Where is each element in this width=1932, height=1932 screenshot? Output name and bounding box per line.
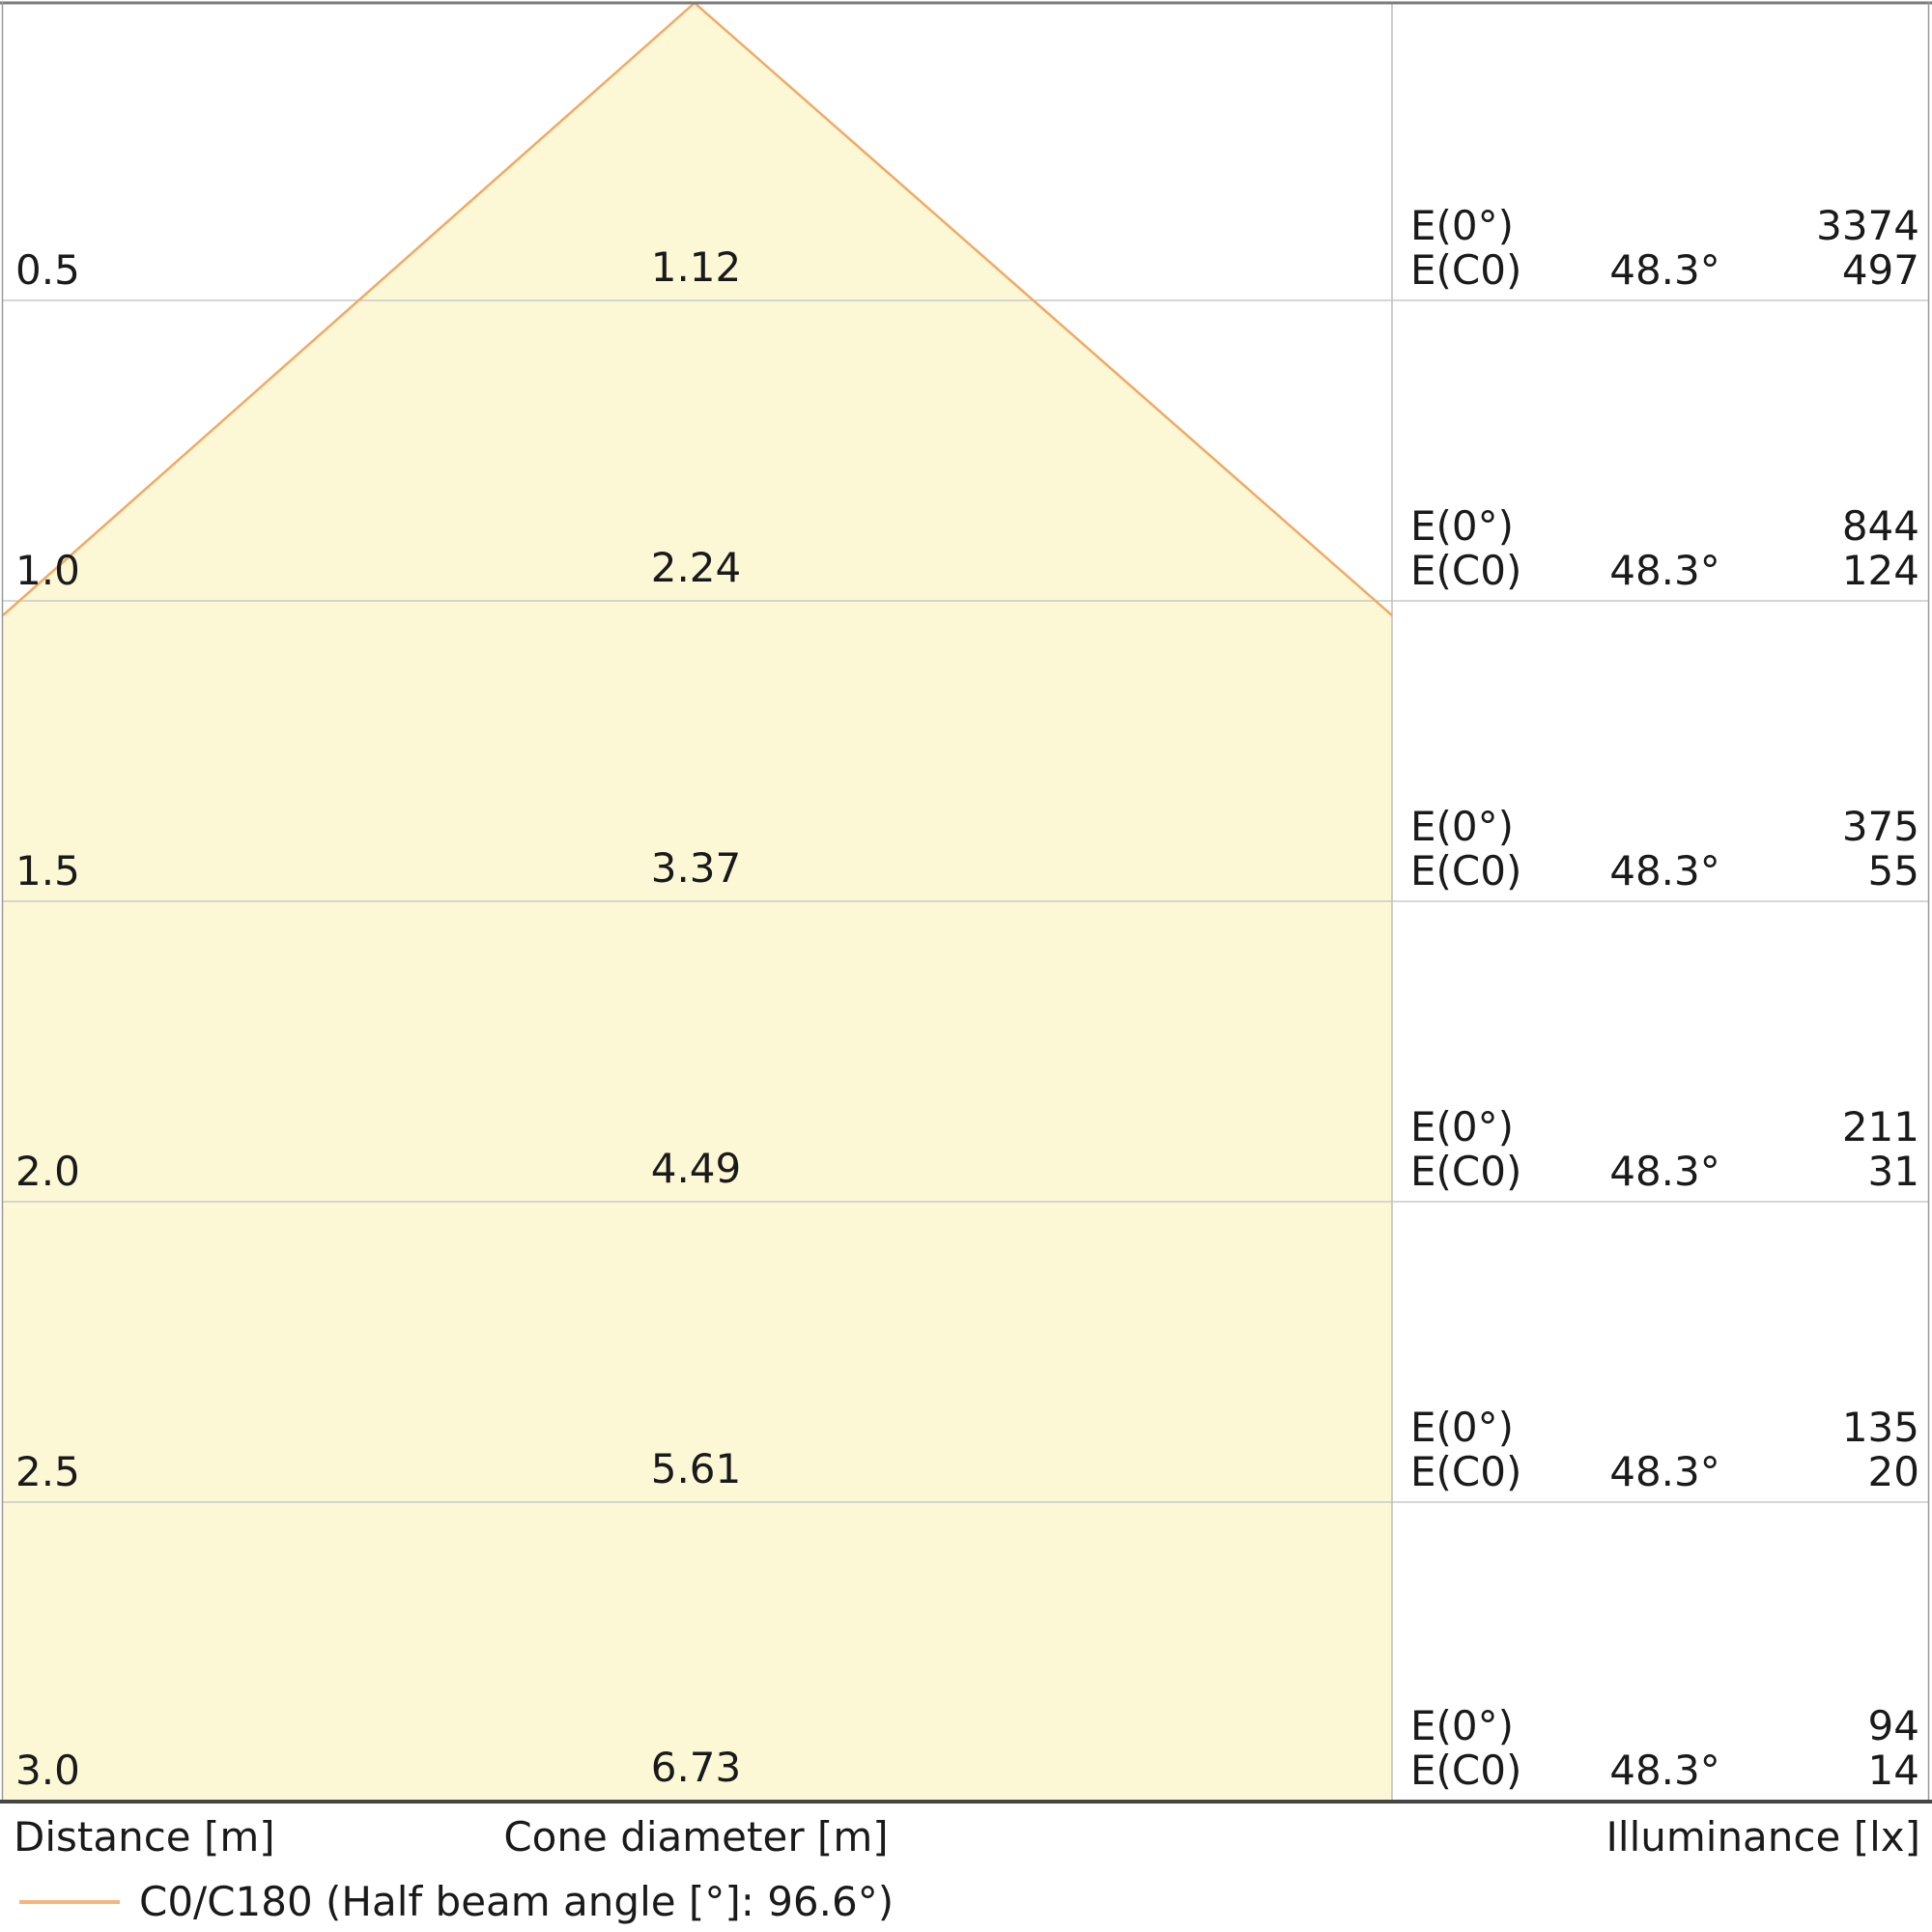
ec0-value: 55 bbox=[1867, 847, 1919, 895]
table-row: 2.5 5.61 E(0°) 135 E(C0) 48.3° 20 bbox=[0, 1404, 1932, 1494]
e0-value: 844 bbox=[1841, 502, 1919, 550]
beam-angle-value: 48.3° bbox=[1609, 1148, 1720, 1195]
legend-label: C0/C180 (Half beam angle [°]: 96.6°) bbox=[139, 1878, 895, 1925]
cone-diameter-value: 3.37 bbox=[650, 844, 742, 892]
illuminance-axis-label: Illuminance [lx] bbox=[1605, 1813, 1920, 1861]
ec0-label: E(C0) bbox=[1410, 1448, 1522, 1495]
cone-diameter-value: 6.73 bbox=[650, 1744, 742, 1791]
cone-diameter-value: 2.24 bbox=[650, 544, 742, 591]
axis-labels-row: Distance [m] Cone diameter [m] Illuminan… bbox=[0, 1815, 1932, 1860]
illuminance-cell: E(0°) 844 E(C0) 48.3° 124 bbox=[1410, 504, 1919, 593]
illuminance-cell: E(0°) 135 E(C0) 48.3° 20 bbox=[1410, 1406, 1919, 1494]
ec0-label: E(C0) bbox=[1410, 547, 1522, 594]
e0-value: 3374 bbox=[1816, 202, 1919, 249]
table-row: 0.5 1.12 E(0°) 3374 E(C0) 48.3° 497 bbox=[0, 202, 1932, 293]
spacer bbox=[1575, 504, 1755, 549]
distance-tick-label: 1.0 bbox=[15, 547, 80, 594]
table-row: 1.0 2.24 E(0°) 844 E(C0) 48.3° 124 bbox=[0, 502, 1932, 593]
chart-border bbox=[0, 1, 1932, 1804]
beam-angle-value: 48.3° bbox=[1609, 1448, 1720, 1495]
ec0-value: 20 bbox=[1867, 1448, 1919, 1495]
ec0-value: 497 bbox=[1841, 246, 1919, 294]
beam-angle-value: 48.3° bbox=[1609, 246, 1720, 294]
beam-angle-value: 48.3° bbox=[1609, 547, 1720, 594]
distance-tick-label: 2.0 bbox=[15, 1148, 80, 1195]
ec0-value: 124 bbox=[1841, 547, 1919, 594]
distance-tick-label: 0.5 bbox=[15, 246, 80, 294]
e0-label: E(0°) bbox=[1410, 502, 1515, 550]
ec0-label: E(C0) bbox=[1410, 246, 1522, 294]
ec0-label: E(C0) bbox=[1410, 847, 1522, 895]
illuminance-cell: E(0°) 3374 E(C0) 48.3° 497 bbox=[1410, 204, 1919, 293]
table-row: 2.0 4.49 E(0°) 211 E(C0) 48.3° 31 bbox=[0, 1103, 1932, 1194]
distance-axis-label: Distance [m] bbox=[14, 1813, 275, 1861]
legend-line-swatch bbox=[19, 1900, 120, 1904]
ec0-label: E(C0) bbox=[1410, 1148, 1522, 1195]
spacer bbox=[1575, 1704, 1755, 1748]
beam-angle-value: 48.3° bbox=[1609, 847, 1720, 895]
cone-diameter-axis-label: Cone diameter [m] bbox=[503, 1813, 889, 1861]
distance-tick-label: 2.5 bbox=[15, 1448, 80, 1495]
spacer bbox=[1575, 805, 1755, 849]
e0-label: E(0°) bbox=[1410, 1404, 1515, 1451]
gridlines bbox=[3, 299, 1928, 1503]
illuminance-cell: E(0°) 211 E(C0) 48.3° 31 bbox=[1410, 1105, 1919, 1194]
distance-tick-label: 3.0 bbox=[15, 1747, 80, 1794]
e0-value: 135 bbox=[1841, 1404, 1919, 1451]
legend: C0/C180 (Half beam angle [°]: 96.6°) bbox=[19, 1880, 894, 1924]
table-row: 1.5 3.37 E(0°) 375 E(C0) 48.3° 55 bbox=[0, 803, 1932, 894]
e0-label: E(0°) bbox=[1410, 1702, 1515, 1749]
spacer bbox=[1575, 1105, 1755, 1150]
illuminance-cell: E(0°) 94 E(C0) 48.3° 14 bbox=[1410, 1704, 1919, 1793]
e0-label: E(0°) bbox=[1410, 202, 1515, 249]
cone-diameter-value: 5.61 bbox=[650, 1445, 742, 1492]
beam-angle-value: 48.3° bbox=[1609, 1747, 1720, 1794]
ec0-label: E(C0) bbox=[1410, 1747, 1522, 1794]
e0-label: E(0°) bbox=[1410, 1103, 1515, 1151]
illuminance-cell: E(0°) 375 E(C0) 48.3° 55 bbox=[1410, 805, 1919, 894]
table-row: 3.0 6.73 E(0°) 94 E(C0) 48.3° 14 bbox=[0, 1702, 1932, 1793]
e0-value: 94 bbox=[1867, 1702, 1919, 1749]
spacer bbox=[1575, 1406, 1755, 1450]
e0-value: 375 bbox=[1841, 803, 1919, 850]
e0-value: 211 bbox=[1841, 1103, 1919, 1151]
cone-diameter-value: 4.49 bbox=[650, 1145, 742, 1192]
e0-label: E(0°) bbox=[1410, 803, 1515, 850]
ec0-value: 14 bbox=[1867, 1747, 1919, 1794]
spacer bbox=[1575, 204, 1755, 248]
ec0-value: 31 bbox=[1867, 1148, 1919, 1195]
cone-diameter-value: 1.12 bbox=[650, 243, 742, 291]
distance-tick-label: 1.5 bbox=[15, 847, 80, 895]
